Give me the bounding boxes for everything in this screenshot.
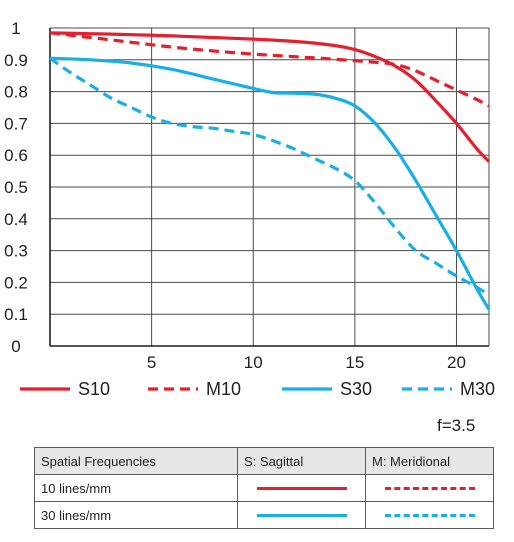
series-line-m10 (49, 31, 490, 108)
row-label-30-lines: 30 lines/mm (34, 501, 238, 529)
table-row: 30 lines/mm (34, 501, 494, 529)
spatial-frequency-table: Spatial Frequencies S: Sagittal M: Merid… (34, 447, 494, 529)
series-line-s10 (49, 31, 491, 163)
meridional-30-swatch (384, 513, 475, 517)
legend-label-s30: S30 (340, 379, 372, 399)
table-header-row: Spatial Frequencies S: Sagittal M: Merid… (34, 447, 494, 475)
y-tick-label: 0.9 (4, 51, 28, 70)
legend-label-s10: S10 (78, 379, 110, 399)
sagittal-10-swatch (256, 486, 347, 490)
y-tick-label: 0.8 (4, 83, 28, 102)
meridional-10-swatch (384, 486, 475, 490)
series-line-s30 (49, 56, 491, 311)
y-tick-label: 0.6 (4, 146, 28, 165)
header-spatial-frequencies: Spatial Frequencies (34, 447, 238, 475)
x-tick-label: 20 (447, 353, 466, 372)
sagittal-30-swatch (256, 513, 347, 517)
x-tick-label: 10 (244, 353, 263, 372)
series-line-m30 (49, 56, 490, 297)
y-tick-label: 0.1 (4, 305, 28, 324)
row-label-10-lines: 10 lines/mm (34, 474, 238, 502)
y-tick-label: 0 (11, 337, 20, 356)
y-tick-label: 1 (11, 19, 20, 38)
x-tick-label: 5 (147, 353, 156, 372)
y-tick-label: 0.7 (4, 114, 28, 133)
header-meridional: M: Meridional (365, 447, 494, 475)
x-tick-label: 15 (345, 353, 364, 372)
header-sagittal: S: Sagittal (237, 447, 366, 475)
y-tick-label: 0.5 (4, 178, 28, 197)
legend-label-m30: M30 (460, 379, 495, 399)
table-row: 10 lines/mm (34, 474, 494, 502)
legend-label-m10: M10 (206, 379, 241, 399)
aperture-label: f=3.5 (437, 416, 476, 435)
y-tick-label: 0.4 (4, 210, 28, 229)
y-tick-label: 0.2 (4, 273, 28, 292)
y-tick-label: 0.3 (4, 242, 28, 261)
